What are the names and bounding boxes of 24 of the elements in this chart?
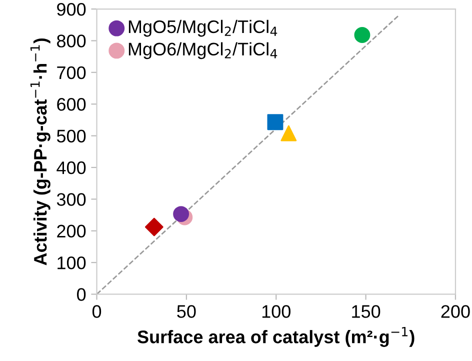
y-tick-label: 0 <box>77 288 86 301</box>
y-tick-label: 100 <box>58 256 86 270</box>
legend-label: MgO5/MgCl$_{2}$/TiCl$_{4}$ <box>128 20 278 37</box>
y-axis-title: Activity (g-PP·g-cat$^{−1}$·h$^{−1}$) <box>30 38 50 266</box>
y-tick-label: 500 <box>56 130 86 142</box>
point <box>144 218 164 236</box>
legend-label: MgO6/MgCl$_{2}$/TiCl$_{4}$ <box>128 42 278 60</box>
y-tick-label: 400 <box>56 161 86 174</box>
y-tick-label: 200 <box>57 224 86 238</box>
x-tick-label: 0 <box>92 305 102 318</box>
x-tick-label: 150 <box>352 305 380 318</box>
y-tick-label: 300 <box>56 193 86 206</box>
y-tick-label: 600 <box>57 98 86 111</box>
y-tick-label: 800 <box>57 34 86 48</box>
x-axis-title: Surface area of catalyst (m²·g$^{−1}$) <box>138 327 414 347</box>
x-tick-label: 100 <box>262 305 290 318</box>
point <box>354 27 370 43</box>
x-tick-label: 200 <box>441 305 470 318</box>
y-tick-label: 900 <box>57 2 86 16</box>
point <box>280 125 297 142</box>
y-tick-label: 700 <box>57 66 86 80</box>
point <box>267 114 284 130</box>
point <box>173 206 190 222</box>
x-tick-label: 50 <box>177 305 196 318</box>
